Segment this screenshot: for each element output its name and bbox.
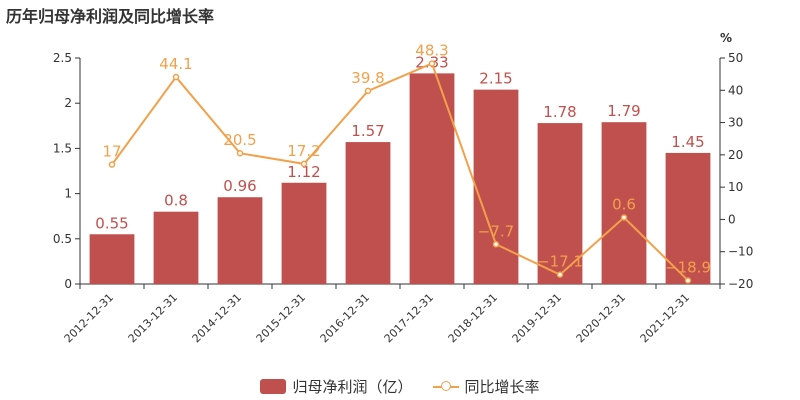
y-right-tick-label: 40: [728, 83, 743, 97]
y-right-tick-label: −20: [728, 277, 753, 291]
bar-data-label: 1.57: [351, 122, 384, 140]
bar-net-profit: [89, 234, 135, 284]
growth-rate-point: [236, 149, 244, 157]
y-left-tick-label: 0: [64, 277, 72, 291]
legend-label-net-profit: 归母净利润（亿）: [292, 377, 413, 396]
bar-net-profit: [665, 152, 711, 284]
x-tick-label: 2016-12-31: [318, 291, 372, 345]
legend-bar-swatch: [260, 378, 287, 394]
y-right-tick-label: 50: [728, 51, 743, 65]
growth-rate-data-label: 39.8: [351, 69, 384, 87]
x-tick-label: 2012-12-31: [62, 291, 116, 345]
bar-data-label: 1.79: [607, 102, 640, 120]
y-right-unit-label: %: [720, 31, 732, 45]
growth-rate-data-label: 20.5: [223, 131, 256, 149]
bar-net-profit: [537, 123, 583, 284]
growth-rate-data-label: 17: [102, 143, 121, 161]
y-right-tick-label: 10: [728, 180, 743, 194]
bar-data-label: 1.12: [287, 163, 320, 181]
growth-rate-data-label: −17.1: [537, 253, 583, 271]
bar-net-profit: [601, 122, 647, 285]
growth-rate-point: [172, 73, 180, 81]
growth-rate-point: [364, 87, 372, 95]
growth-rate-data-label: 44.1: [159, 55, 192, 73]
legend-line-swatch: [432, 379, 459, 394]
y-right-tick-label: 0: [728, 212, 736, 226]
chart-canvas: 0 0.5 1 1.5 2 2.5 −20 −10 0 10 20 30 40 50% 2012-12-31…: [53, 31, 753, 345]
growth-rate-data-label: 48.3: [415, 41, 448, 59]
growth-rate-data-label: 17.2: [287, 142, 320, 160]
y-left-tick-label: 1: [64, 187, 72, 201]
x-tick-label: 2021-12-31: [638, 291, 692, 345]
y-left-tick-label: 0.5: [53, 232, 72, 246]
bar-net-profit: [473, 89, 519, 284]
x-tick-label: 2019-12-31: [510, 291, 564, 345]
y-left-tick-label: 2.5: [53, 51, 72, 65]
growth-rate-point: [300, 160, 308, 168]
legend-label-growth-rate: 同比增长率: [464, 377, 540, 396]
bar-net-profit: [153, 211, 199, 284]
y-left-tick-label: 2: [64, 96, 72, 110]
growth-rate-data-label: −18.9: [665, 258, 711, 276]
growth-rate-point: [684, 277, 692, 284]
growth-rate-point: [492, 241, 500, 248]
x-tick-label: 2020-12-31: [574, 291, 628, 345]
bar-data-label: 2.15: [479, 70, 512, 88]
legend: 归母净利润（亿） 同比增长率: [0, 374, 800, 398]
y-left-tick-label: 1.5: [53, 141, 72, 155]
x-tick-label: 2015-12-31: [254, 291, 308, 345]
growth-rate-data-label: 0.6: [612, 195, 636, 213]
bar-net-profit: [345, 142, 391, 284]
y-right-tick-label: 20: [728, 148, 743, 162]
bar-data-label: 1.78: [543, 103, 576, 121]
bar-data-label: 0.8: [164, 192, 188, 210]
x-tick-label: 2013-12-31: [126, 291, 180, 345]
y-right-tick-label: −10: [728, 245, 753, 259]
growth-rate-data-label: −7.7: [478, 222, 514, 240]
y-right-tick-label: 30: [728, 116, 743, 130]
bar-net-profit: [281, 182, 327, 284]
bar-data-label: 0.55: [95, 214, 128, 232]
x-tick-label: 2018-12-31: [446, 291, 500, 345]
growth-rate-point: [556, 271, 564, 278]
growth-rate-point: [428, 60, 436, 67]
bar-data-label: 1.45: [671, 133, 704, 151]
bar-net-profit: [217, 197, 263, 284]
x-tick-label: 2017-12-31: [382, 291, 436, 345]
growth-rate-point: [620, 214, 628, 221]
x-tick-label: 2014-12-31: [190, 291, 244, 345]
legend-item-net-profit[interactable]: 归母净利润（亿）: [260, 376, 413, 397]
legend-item-growth-rate[interactable]: 同比增长率: [432, 376, 540, 397]
bar-data-label: 0.96: [223, 177, 256, 195]
chart-title: 历年归母净利润及同比增长率: [6, 7, 215, 26]
growth-rate-line: [111, 62, 689, 282]
growth-rate-point: [108, 161, 116, 168]
